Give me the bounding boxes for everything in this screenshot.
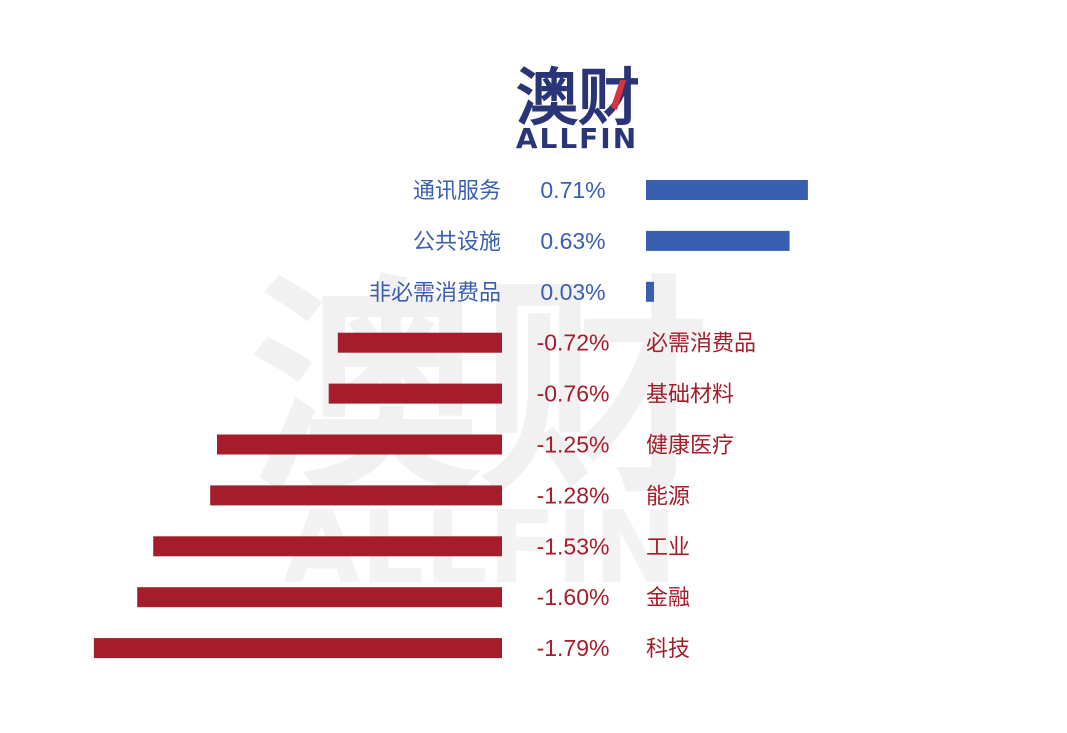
category-label-3: 必需消费品 (646, 332, 756, 357)
value-label-3: -0.72% (537, 330, 610, 356)
category-label-4: 基础材料 (646, 383, 734, 408)
category-label-9: 科技 (646, 637, 690, 662)
category-label-7: 工业 (646, 535, 690, 560)
category-label-5: 健康医疗 (646, 434, 734, 459)
category-label-0: 通讯服务 (413, 179, 501, 204)
bar-0 (646, 180, 808, 200)
value-label-8: -1.60% (537, 584, 610, 610)
category-label-2: 非必需消费品 (369, 281, 501, 306)
value-label-7: -1.53% (537, 533, 610, 559)
chart-bars (93, 180, 808, 659)
bar-5 (217, 434, 502, 455)
value-label-4: -0.76% (537, 381, 610, 407)
logo-accent-mark (611, 80, 626, 110)
logo-english: ALLFIN (516, 122, 638, 155)
category-label-6: 能源 (646, 484, 690, 509)
value-label-9: -1.79% (537, 635, 610, 661)
bar-2 (646, 281, 654, 302)
bar-4 (328, 383, 502, 404)
value-label-0: 0.71% (540, 177, 605, 203)
logo: 澳财 ALLFIN (516, 61, 640, 155)
bar-6 (210, 485, 502, 506)
bar-7 (153, 536, 502, 557)
chart-labels: 0.71% 通讯服务 0.63% 公共设施 0.03% 非必需消费品 -0.72% 必需消费品… (369, 177, 756, 662)
value-label-1: 0.63% (540, 228, 605, 254)
category-label-8: 金融 (646, 586, 690, 611)
bar-9 (93, 638, 503, 659)
value-label-5: -1.25% (537, 432, 610, 458)
value-label-2: 0.03% (540, 279, 605, 305)
category-label-1: 公共设施 (413, 230, 501, 255)
value-label-6: -1.28% (537, 482, 610, 508)
bar-3 (337, 332, 502, 353)
bar-1 (646, 230, 790, 251)
bar-8 (137, 587, 502, 608)
